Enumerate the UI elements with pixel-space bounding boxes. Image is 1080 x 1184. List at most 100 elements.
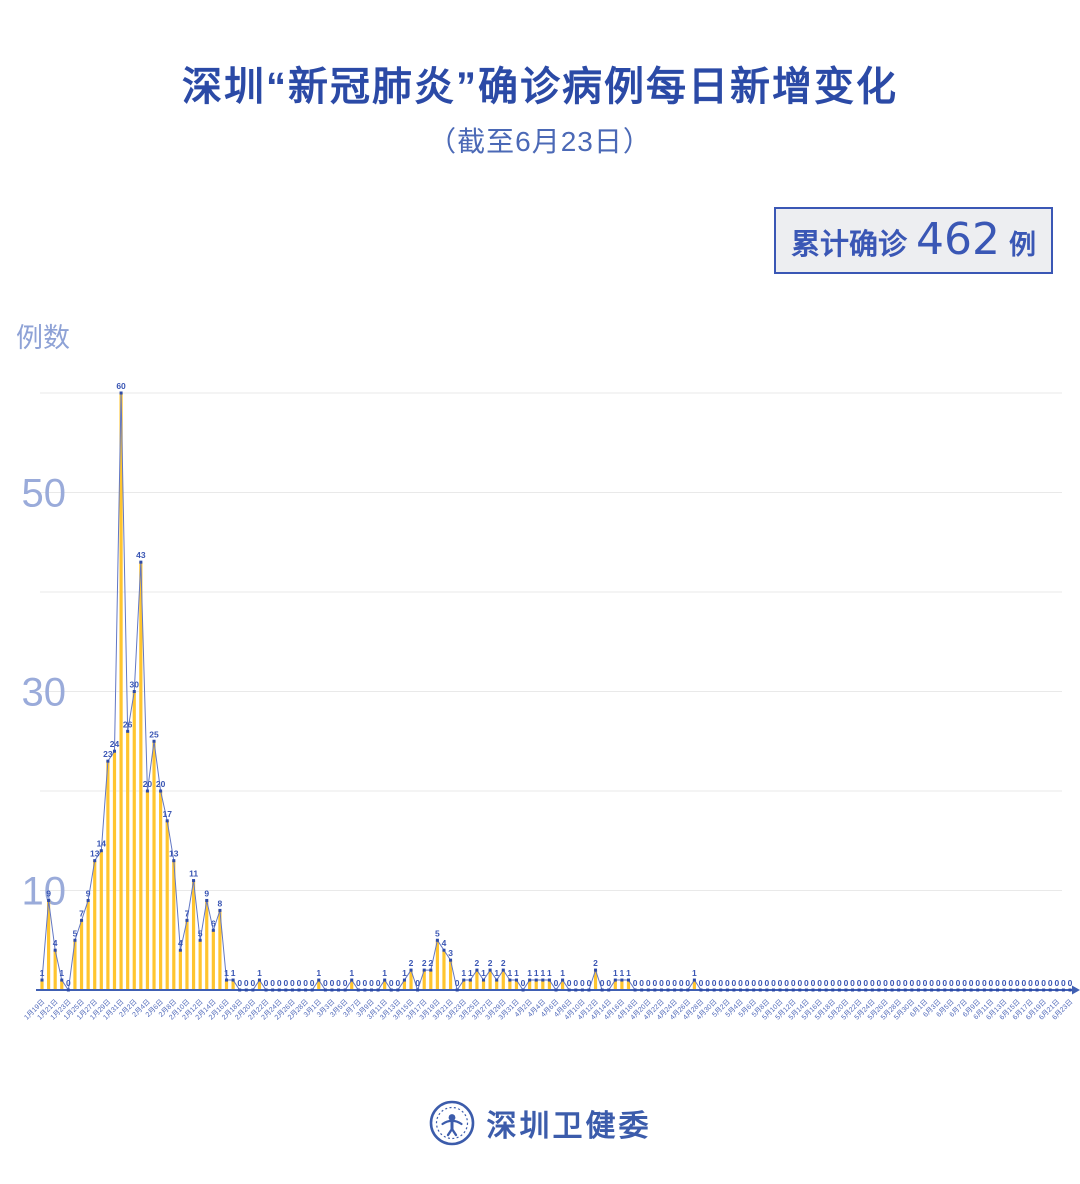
svg-text:30: 30 — [130, 680, 140, 690]
svg-text:0: 0 — [705, 978, 710, 988]
svg-text:0: 0 — [896, 978, 901, 988]
svg-text:1: 1 — [59, 968, 64, 978]
svg-text:1: 1 — [692, 968, 697, 978]
svg-text:13: 13 — [90, 849, 100, 859]
svg-text:1: 1 — [402, 968, 407, 978]
svg-text:0: 0 — [679, 978, 684, 988]
svg-text:0: 0 — [633, 978, 638, 988]
svg-text:3: 3 — [448, 948, 453, 958]
svg-text:0: 0 — [745, 978, 750, 988]
svg-text:43: 43 — [136, 550, 146, 560]
svg-text:0: 0 — [712, 978, 717, 988]
svg-text:1: 1 — [481, 968, 486, 978]
svg-text:0: 0 — [844, 978, 849, 988]
svg-text:0: 0 — [811, 978, 816, 988]
svg-text:0: 0 — [778, 978, 783, 988]
svg-text:7: 7 — [185, 908, 190, 918]
footer-org-name: 深圳卫健委 — [486, 1110, 652, 1143]
svg-text:9: 9 — [46, 888, 51, 898]
svg-text:5: 5 — [435, 928, 440, 938]
svg-text:2: 2 — [422, 958, 427, 968]
svg-text:0: 0 — [310, 978, 315, 988]
svg-text:0: 0 — [277, 978, 282, 988]
svg-text:23: 23 — [103, 749, 113, 759]
svg-text:0: 0 — [659, 978, 664, 988]
svg-text:0: 0 — [290, 978, 295, 988]
svg-text:0: 0 — [771, 978, 776, 988]
svg-text:0: 0 — [685, 978, 690, 988]
svg-text:0: 0 — [521, 978, 526, 988]
svg-text:0: 0 — [270, 978, 275, 988]
svg-text:0: 0 — [1015, 978, 1020, 988]
svg-text:0: 0 — [738, 978, 743, 988]
svg-text:0: 0 — [824, 978, 829, 988]
svg-text:9: 9 — [204, 888, 209, 898]
badge-prefix: 累计确诊 — [791, 229, 908, 261]
svg-text:1: 1 — [40, 968, 45, 978]
svg-text:0: 0 — [699, 978, 704, 988]
svg-text:1: 1 — [461, 968, 466, 978]
svg-text:4: 4 — [178, 938, 183, 948]
svg-text:2: 2 — [475, 958, 480, 968]
svg-text:0: 0 — [376, 978, 381, 988]
svg-text:0: 0 — [817, 978, 822, 988]
svg-text:0: 0 — [942, 978, 947, 988]
svg-text:0: 0 — [962, 978, 967, 988]
svg-text:1: 1 — [508, 968, 513, 978]
svg-text:0: 0 — [389, 978, 394, 988]
y-axis-tick-labels: 10 30 50 — [22, 472, 67, 914]
svg-text:0: 0 — [718, 978, 723, 988]
svg-text:4: 4 — [442, 938, 447, 948]
svg-text:1: 1 — [560, 968, 565, 978]
svg-text:1: 1 — [626, 968, 631, 978]
svg-text:2: 2 — [501, 958, 506, 968]
svg-text:17: 17 — [162, 809, 172, 819]
svg-text:0: 0 — [652, 978, 657, 988]
svg-text:1: 1 — [527, 968, 532, 978]
svg-text:0: 0 — [1002, 978, 1007, 988]
svg-text:0: 0 — [237, 978, 242, 988]
svg-text:7: 7 — [79, 908, 84, 918]
svg-text:1: 1 — [349, 968, 354, 978]
svg-text:9: 9 — [86, 888, 91, 898]
svg-text:1: 1 — [547, 968, 552, 978]
svg-text:0: 0 — [850, 978, 855, 988]
svg-text:24: 24 — [110, 739, 120, 749]
x-axis-tick-labels: 1月19日1月21日1月23日1月25日1月27日1月29日1月31日2月2日2… — [23, 998, 1075, 1022]
svg-text:2: 2 — [488, 958, 493, 968]
svg-text:0: 0 — [297, 978, 302, 988]
svg-text:0: 0 — [264, 978, 269, 988]
svg-text:1: 1 — [231, 968, 236, 978]
svg-text:1: 1 — [382, 968, 387, 978]
point-markers — [40, 391, 1072, 992]
svg-text:1: 1 — [494, 968, 499, 978]
svg-text:0: 0 — [1054, 978, 1059, 988]
gridlines — [40, 392, 1062, 891]
chart-area: 10 30 50 1 9 4 1 0 5 7 9 13 14 23 24 60 26 30 43 20 25 20 17 13… — [0, 340, 1080, 1060]
svg-text:0: 0 — [343, 978, 348, 988]
svg-text:0: 0 — [903, 978, 908, 988]
svg-text:0: 0 — [909, 978, 914, 988]
svg-text:2: 2 — [428, 958, 433, 968]
svg-text:0: 0 — [666, 978, 671, 988]
svg-text:0: 0 — [936, 978, 941, 988]
svg-text:0: 0 — [455, 978, 460, 988]
svg-text:0: 0 — [989, 978, 994, 988]
health-commission-logo-icon — [429, 1100, 474, 1146]
svg-text:0: 0 — [580, 978, 585, 988]
svg-text:0: 0 — [877, 978, 882, 988]
svg-text:0: 0 — [929, 978, 934, 988]
svg-text:0: 0 — [982, 978, 987, 988]
svg-text:0: 0 — [606, 978, 611, 988]
svg-text:26: 26 — [123, 719, 133, 729]
svg-text:4: 4 — [53, 938, 58, 948]
y-axis-unit-label: 例数 — [16, 323, 70, 353]
svg-text:0: 0 — [969, 978, 974, 988]
footer: 深圳卫健委 — [0, 1100, 1080, 1146]
svg-text:0: 0 — [303, 978, 308, 988]
svg-text:0: 0 — [975, 978, 980, 988]
svg-text:0: 0 — [1035, 978, 1040, 988]
svg-text:0: 0 — [923, 978, 928, 988]
svg-text:0: 0 — [758, 978, 763, 988]
